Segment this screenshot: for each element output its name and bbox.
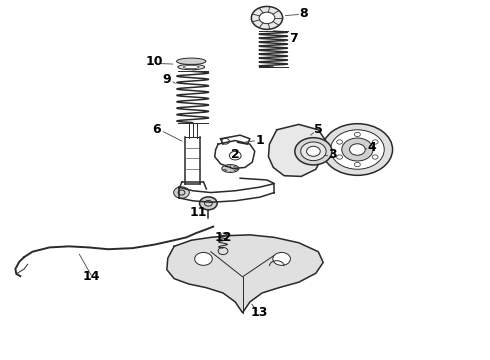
Text: 6: 6 [153,123,161,136]
Text: 14: 14 [82,270,100,283]
Circle shape [307,146,320,156]
Circle shape [199,197,217,210]
Ellipse shape [178,64,205,70]
Polygon shape [269,125,326,176]
Text: 10: 10 [146,55,163,68]
Circle shape [295,138,332,165]
Circle shape [195,252,212,265]
Ellipse shape [222,165,239,172]
Circle shape [273,252,291,265]
Circle shape [354,132,360,136]
Text: 5: 5 [314,123,323,136]
Ellipse shape [176,58,206,64]
Circle shape [251,6,283,30]
Circle shape [349,144,365,155]
Circle shape [372,140,378,144]
Circle shape [342,138,373,161]
Text: 13: 13 [251,306,269,319]
Circle shape [337,140,343,144]
Circle shape [259,12,275,24]
Ellipse shape [183,66,199,69]
Text: 7: 7 [290,32,298,45]
Text: 4: 4 [368,141,376,154]
Text: 11: 11 [190,206,207,219]
Polygon shape [167,235,323,313]
Circle shape [337,155,343,159]
Circle shape [331,130,384,169]
Text: 1: 1 [255,134,264,147]
Text: 2: 2 [231,148,240,161]
Circle shape [301,142,326,161]
Text: 9: 9 [163,73,171,86]
Text: 8: 8 [299,7,308,20]
Circle shape [354,162,360,167]
Circle shape [372,155,378,159]
Circle shape [322,124,392,175]
Circle shape [173,187,189,198]
Text: 12: 12 [214,231,232,244]
Text: 3: 3 [329,148,337,161]
